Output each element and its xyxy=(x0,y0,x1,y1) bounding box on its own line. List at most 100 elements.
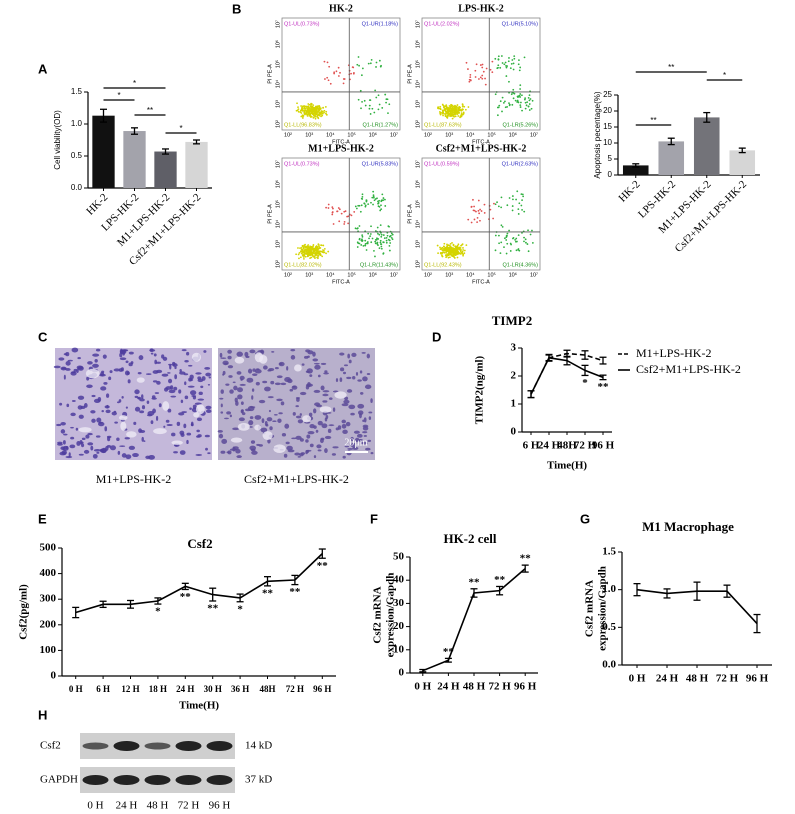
stained-cell xyxy=(358,410,364,416)
stained-cell xyxy=(361,351,366,354)
panel-label: D xyxy=(432,329,441,344)
stained-cell xyxy=(321,423,328,429)
pore xyxy=(191,352,202,362)
stained-cell xyxy=(194,402,202,405)
y-axis-label: TIMP2(ng/ml) xyxy=(474,355,486,424)
y-tick-label: 10⁶ xyxy=(414,40,421,48)
stained-cell xyxy=(200,385,204,389)
stained-cell xyxy=(294,452,301,456)
stained-cell xyxy=(346,389,353,393)
stained-cell xyxy=(141,394,144,400)
cell-dot xyxy=(312,116,315,119)
x-tick-label: 10² xyxy=(284,272,292,278)
cell-dot xyxy=(442,251,444,254)
stained-cell xyxy=(335,378,339,383)
cell-dot xyxy=(352,66,355,69)
stained-cell xyxy=(331,453,337,456)
stained-cell xyxy=(139,398,145,402)
x-tick-label: 10⁶ xyxy=(509,271,517,278)
stained-cell xyxy=(184,381,187,386)
cell-dot xyxy=(456,113,459,116)
y-tick-label: 15 xyxy=(603,122,612,131)
stained-cell xyxy=(195,453,203,456)
stained-cell xyxy=(95,348,101,352)
stained-cell xyxy=(147,410,155,416)
stained-cell xyxy=(365,447,371,451)
stained-cell xyxy=(145,373,152,375)
stained-cell xyxy=(235,448,241,454)
y-tick-label: 5 xyxy=(608,154,613,163)
cell-dot xyxy=(361,234,364,237)
cell-dot xyxy=(497,66,499,69)
y-tick-label: 10⁷ xyxy=(414,160,421,168)
bar xyxy=(622,165,649,175)
cell-dot xyxy=(469,73,472,76)
cell-dot xyxy=(344,210,347,213)
cell-dot xyxy=(500,196,503,199)
stained-cell xyxy=(121,453,127,458)
cell-dot xyxy=(303,107,306,110)
stained-cell xyxy=(97,421,105,427)
stained-cell xyxy=(237,387,243,393)
error-bar xyxy=(693,581,701,601)
cell-dot xyxy=(373,199,376,202)
error-bar xyxy=(723,584,731,598)
cell-dot xyxy=(505,75,508,77)
stained-cell xyxy=(360,392,364,395)
cell-dot xyxy=(387,225,390,228)
cell-dot xyxy=(449,246,451,249)
error-bar xyxy=(154,597,162,605)
cell-dot xyxy=(374,89,377,92)
x-tick-label: 10⁷ xyxy=(390,271,398,278)
blot-band xyxy=(175,741,202,751)
cell-dot xyxy=(379,241,382,244)
y-tick-label: 10³ xyxy=(415,100,421,108)
stained-cell xyxy=(59,402,63,406)
quadrant-label: Q1-LL(87.63%) xyxy=(424,122,462,128)
cell-dot xyxy=(380,233,383,236)
cell-dot xyxy=(508,80,510,83)
cell-dot xyxy=(375,238,378,241)
stained-cell xyxy=(189,407,192,410)
stained-cell xyxy=(240,401,244,405)
cell-dot xyxy=(445,248,447,250)
y-tick-label: 10² xyxy=(415,120,421,128)
cell-dot xyxy=(309,108,312,110)
cell-dot xyxy=(520,193,523,196)
cell-dot xyxy=(307,245,310,248)
cell-dot xyxy=(389,235,391,238)
cell-dot xyxy=(356,246,359,248)
stained-cell xyxy=(198,391,203,396)
x-tick-label: 10⁵ xyxy=(347,131,355,138)
stained-cell xyxy=(270,380,275,385)
y-tick-label: 0.0 xyxy=(602,659,616,671)
cell-dot xyxy=(450,105,453,108)
cell-dot xyxy=(511,205,514,207)
cell-dot xyxy=(327,207,330,209)
stained-cell xyxy=(165,419,170,423)
stained-cell xyxy=(263,365,268,370)
stained-cell xyxy=(59,451,67,456)
cell-dot xyxy=(454,245,457,248)
stained-cell xyxy=(205,405,212,410)
panel-label: F xyxy=(370,511,378,526)
cell-dot xyxy=(372,196,375,199)
stained-cell xyxy=(247,368,253,374)
cell-dot xyxy=(441,103,444,106)
cell-dot xyxy=(390,237,393,239)
cell-dot xyxy=(327,250,330,253)
cell-dot xyxy=(493,202,495,205)
stained-cell xyxy=(154,392,160,395)
stained-cell xyxy=(168,378,173,384)
cell-dot xyxy=(453,257,456,259)
cell-dot xyxy=(324,106,327,108)
quadrant-label: Q1-LR(1.27%) xyxy=(363,122,399,128)
cell-dot xyxy=(300,250,302,253)
cell-dot xyxy=(365,249,368,251)
stained-cell xyxy=(342,371,347,375)
stained-cell xyxy=(254,369,262,374)
cell-dot xyxy=(501,96,504,99)
stained-cell xyxy=(220,357,227,360)
stained-cell xyxy=(250,440,256,444)
cell-dot xyxy=(380,231,382,234)
